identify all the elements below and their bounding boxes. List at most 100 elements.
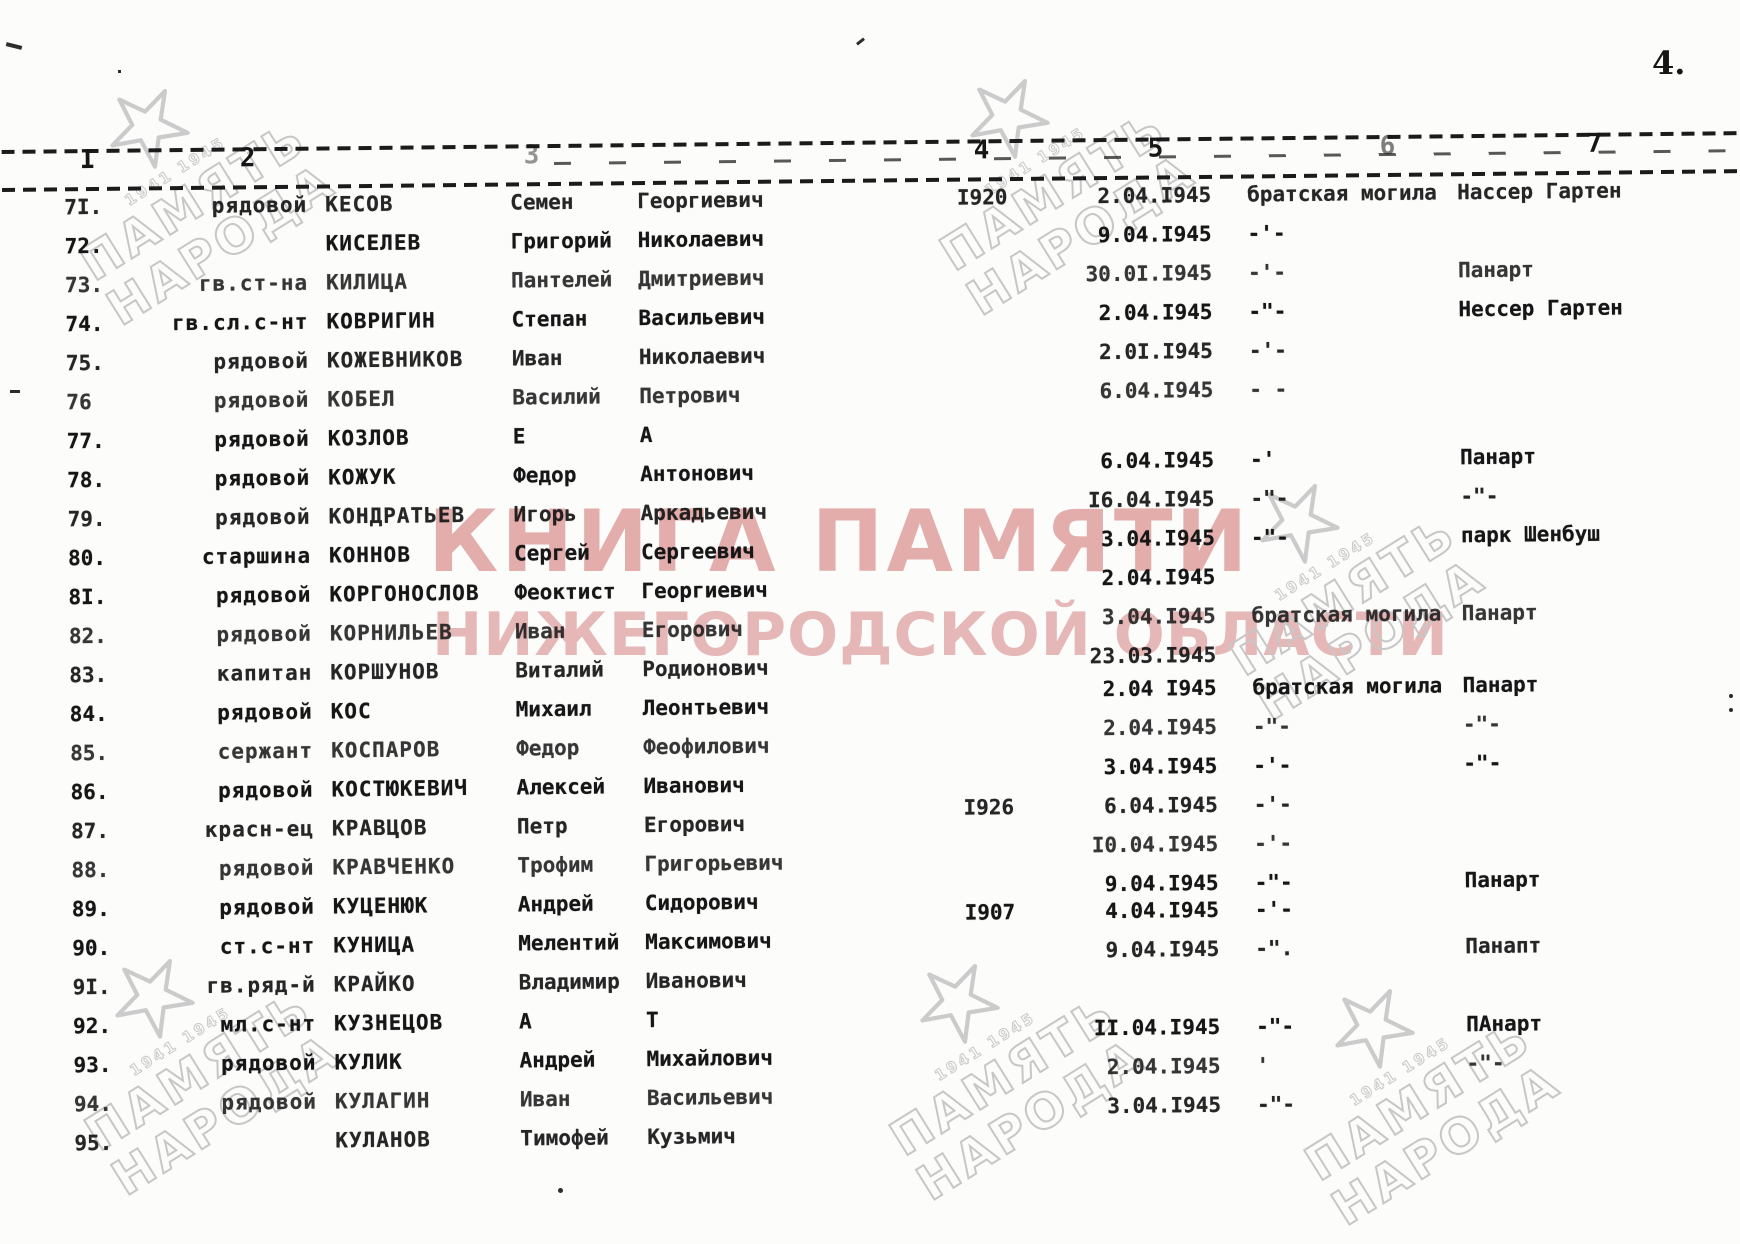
birth-year-cell <box>943 728 1033 729</box>
rank-cell: рядовой <box>213 387 310 413</box>
row-number-cell: 75. <box>65 350 104 375</box>
death-date-cell: 2.04 I945 <box>1102 675 1217 701</box>
birth-year-cell <box>938 235 1028 236</box>
rank-cell: старшина <box>201 543 312 569</box>
death-date-cell: 3.04.I945 <box>1100 525 1216 551</box>
row-number-cell: 82. <box>68 623 107 648</box>
scan-speck <box>10 390 20 393</box>
patronymic-cell: Сергеевич <box>640 538 755 564</box>
death-date-cell: 3.04.I945 <box>1101 603 1216 629</box>
burial-place-cell: -"- <box>1463 750 1502 775</box>
rank-cell: рядовой <box>217 777 314 803</box>
patronymic-cell: Родионович <box>642 655 769 681</box>
scan-speck <box>558 1188 563 1193</box>
burial-place-cell <box>1440 423 1740 426</box>
birth-year-cell <box>940 461 1030 462</box>
surname-cell: КОЖУК <box>328 464 397 489</box>
row-number-cell: 83. <box>69 662 108 687</box>
scan-speck <box>1729 694 1733 698</box>
surname-cell: КУЛАНОВ <box>335 1126 431 1152</box>
first-name-cell: Иван <box>514 618 566 643</box>
burial-place-cell: Панарт <box>1464 866 1541 892</box>
first-name-cell: Иван <box>519 1086 571 1111</box>
burial-place-cell: Панапт <box>1465 932 1542 958</box>
row-number-cell: 88. <box>71 857 110 882</box>
pamyat-naroda-stamp: 1941 1945 ПАМЯТЬ НАРОДА <box>1223 911 1588 1244</box>
birth-year-cell <box>944 845 1034 846</box>
star-icon <box>1335 988 1415 1069</box>
rank-cell: рядовой <box>214 504 311 530</box>
burial-place-cell: ПАнарт <box>1466 1010 1543 1036</box>
scan-speck <box>1729 708 1733 712</box>
surname-cell: КОБЕЛ <box>327 386 396 411</box>
surname-cell: КРАЙКО <box>333 971 416 996</box>
star-icon <box>920 963 1000 1044</box>
patronymic-cell: Кузьмич <box>647 1123 736 1149</box>
death-date-cell: 9.04.I945 <box>1105 936 1220 962</box>
casualty-table: 7I. рядовой КЕСОВ Семен Георгиевич I920 … <box>2 169 1740 1163</box>
dashed-rule-top <box>1 130 1740 154</box>
star-icon <box>115 958 195 1039</box>
birth-year-cell <box>942 617 1032 618</box>
birth-year-cell: I926 <box>963 794 1015 820</box>
death-date-cell <box>1030 428 1220 430</box>
surname-cell: КОЗЛОВ <box>327 425 410 450</box>
first-name-cell: Алексей <box>516 773 606 799</box>
patronymic-cell: А <box>639 422 653 447</box>
surname-cell: КОРГОНОСЛОВ <box>329 580 480 606</box>
surname-cell: КРАВЦОВ <box>331 814 428 840</box>
patronymic-cell: Максимович <box>645 928 772 954</box>
patronymic-cell: Иванович <box>645 967 747 993</box>
surname-cell: КОРШУНОВ <box>330 658 440 684</box>
surname-cell: КОСПАРОВ <box>331 736 441 762</box>
surname-cell: КРАВЧЕНКО <box>332 853 456 879</box>
rank-cell: сержант <box>217 738 314 764</box>
column-header-2: 2 <box>239 143 256 174</box>
patronymic-cell: Сидорович <box>644 889 759 915</box>
grave-type-cell: -'- <box>1253 791 1292 816</box>
death-date-cell: 2.04.I945 <box>1103 714 1218 740</box>
rank-cell: рядовой <box>220 1050 317 1076</box>
rank-cell: красн-ец <box>204 816 315 842</box>
surname-cell: КОРНИЛЬЕВ <box>329 619 453 645</box>
row-number-cell: 76 <box>66 389 92 414</box>
birth-year-cell <box>938 274 1028 275</box>
grave-type-cell: ' <box>1256 1052 1270 1077</box>
rank-cell: рядовой <box>214 465 311 491</box>
burial-place-cell: Панарт <box>1459 443 1537 469</box>
birth-year-cell: I907 <box>964 899 1016 925</box>
burial-place-cell <box>1438 228 1740 231</box>
rank-cell: рядовой <box>221 1089 318 1115</box>
row-number-cell: 78. <box>67 467 106 492</box>
row-number-cell: 84. <box>69 701 108 726</box>
patronymic-cell: Аркадьевич <box>640 499 768 525</box>
row-number-cell: 87. <box>70 818 110 843</box>
grave-type-cell: -'- <box>1253 752 1292 777</box>
burial-place-cell: парк Шенбуш <box>1460 521 1601 547</box>
burial-place-cell: -"- <box>1460 483 1499 508</box>
surname-cell: КИЛИЦА <box>325 269 409 294</box>
column-header-6: 6 <box>1379 130 1396 162</box>
death-date-cell: 6.04.I945 <box>1099 377 1214 403</box>
row-number-cell: 86. <box>70 779 109 804</box>
row-number-cell: 93. <box>73 1052 112 1077</box>
grave-type-cell: -'- <box>1254 830 1293 855</box>
first-name-cell: Петр <box>516 813 568 838</box>
rank-cell: капитан <box>216 660 313 686</box>
first-name-cell: Пантелей <box>510 266 613 292</box>
death-date-cell: 2.04.I945 <box>1101 564 1216 590</box>
patronymic-cell: Феофилович <box>642 733 770 759</box>
grave-type-cell: -"- <box>1248 298 1287 324</box>
surname-cell: КЕСОВ <box>325 191 394 216</box>
grave-type-cell: -'- <box>1248 337 1287 363</box>
row-number-cell: 90. <box>72 935 111 960</box>
death-date-cell: 4.04.I945 <box>1104 897 1220 923</box>
grave-type-cell: -' <box>1249 446 1276 471</box>
death-date-cell: I0.04.I945 <box>1091 831 1219 857</box>
grave-type-cell: -". <box>1255 935 1294 960</box>
pamyat-naroda-stamp: 1941 1945 ПАМЯТЬ НАРОДА <box>0 11 362 346</box>
star-icon <box>970 78 1050 159</box>
burial-place-cell: -"- <box>1462 711 1501 736</box>
patronymic-cell: Георгиевич <box>641 577 768 603</box>
